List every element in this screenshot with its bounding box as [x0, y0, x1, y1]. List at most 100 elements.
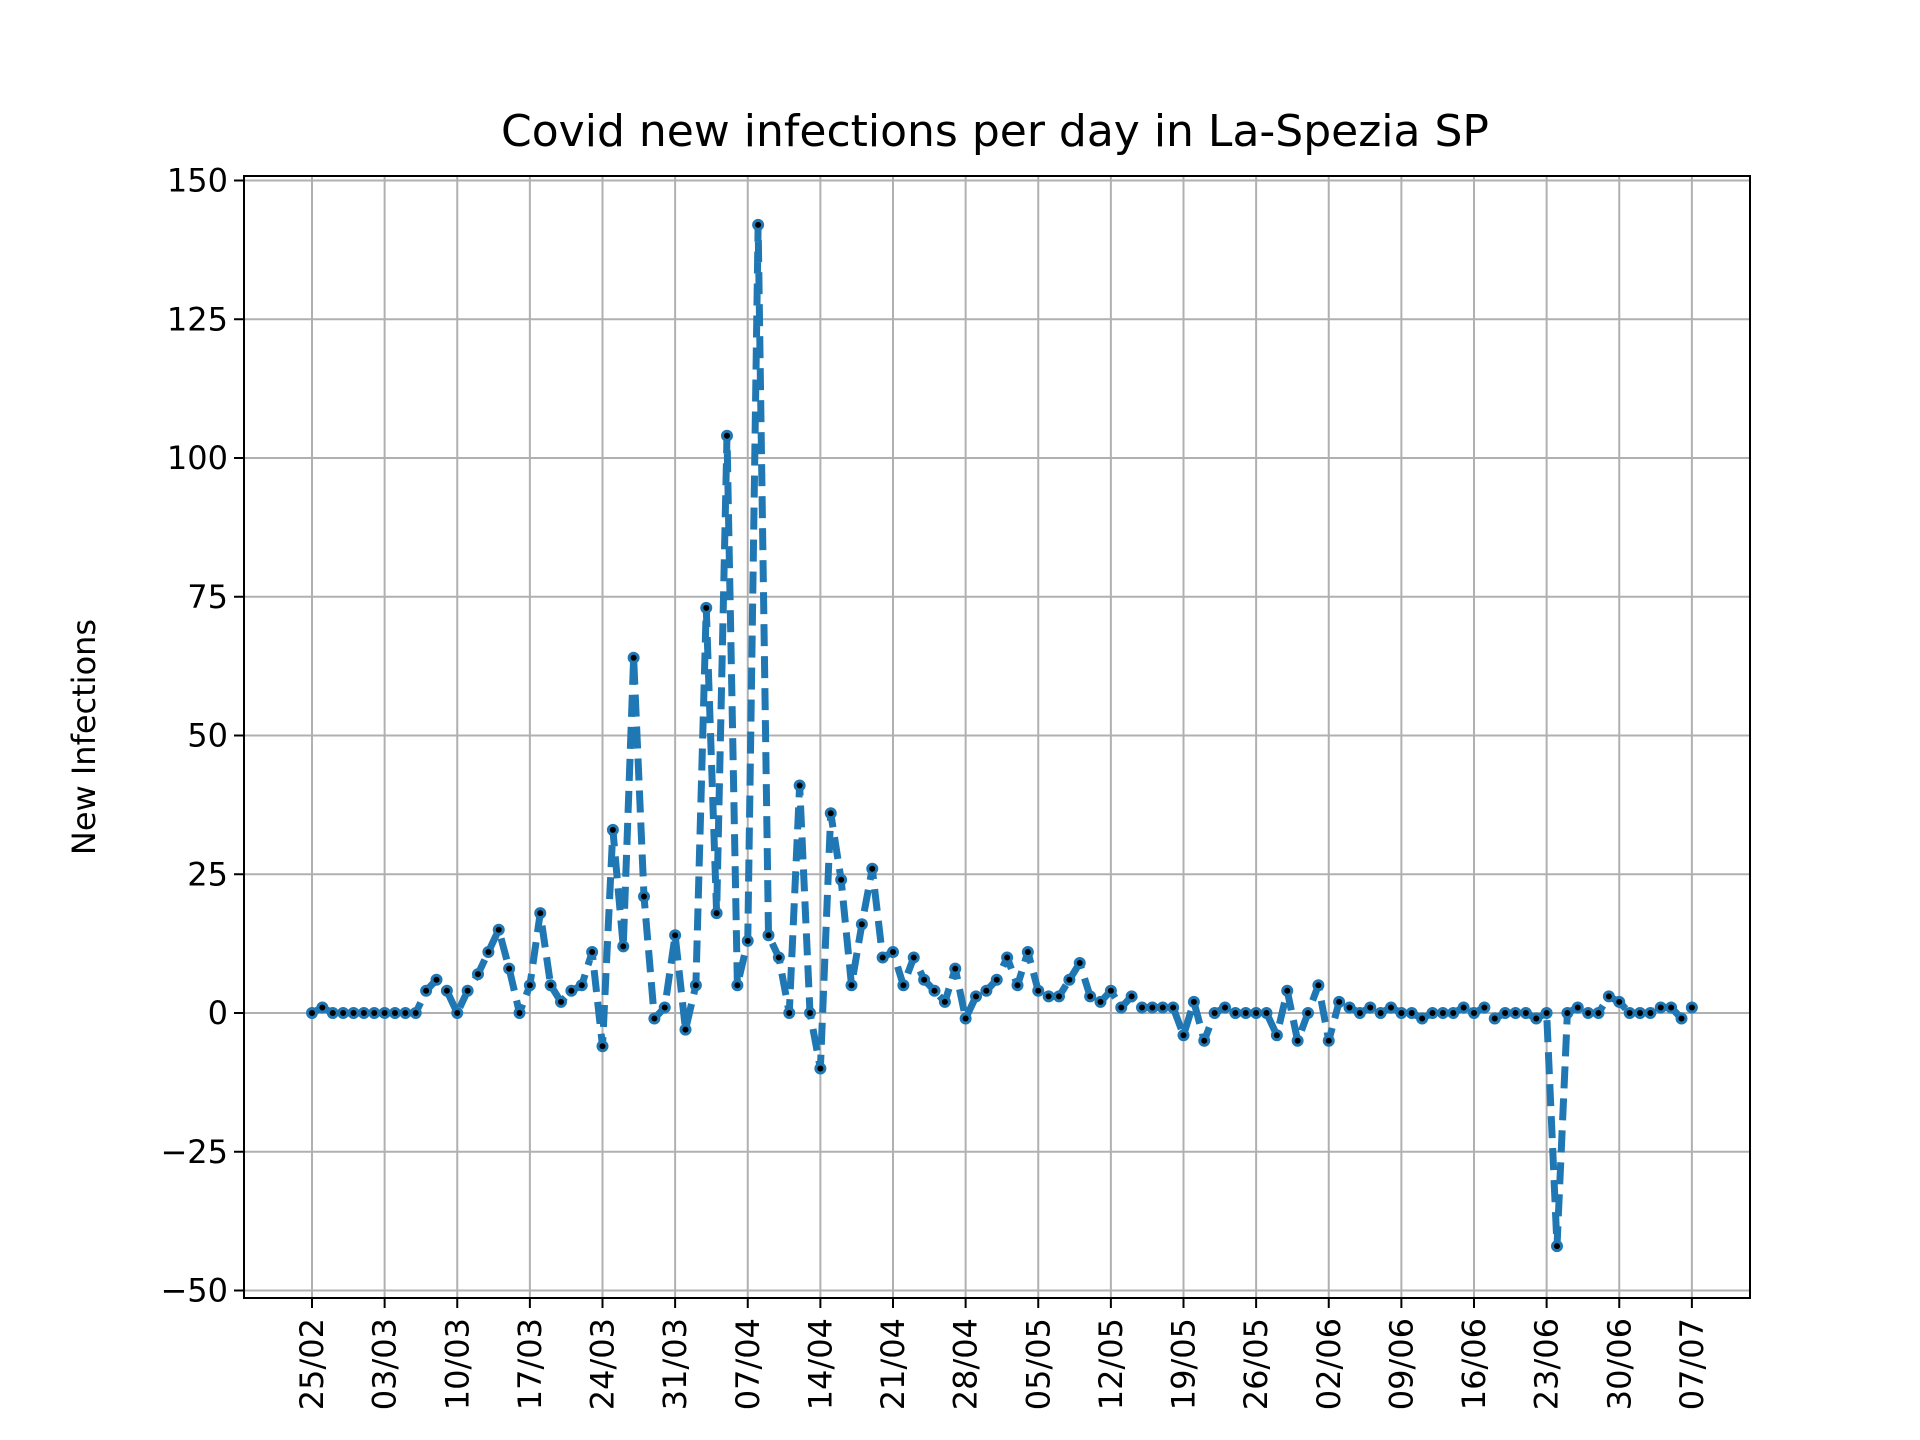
data-point	[1198, 1034, 1211, 1047]
data-point	[731, 979, 744, 992]
data-point	[461, 984, 474, 997]
data-point	[897, 979, 910, 992]
data-point	[1665, 1001, 1678, 1014]
data-point	[586, 945, 599, 958]
data-point	[1322, 1034, 1335, 1047]
data-point	[1104, 984, 1117, 997]
x-tick-label: 21/04	[874, 1318, 912, 1410]
data-point	[1582, 1007, 1595, 1019]
data-point	[1167, 1001, 1180, 1014]
x-tick-label: 26/05	[1237, 1318, 1275, 1410]
data-point	[523, 979, 536, 992]
data-point	[762, 929, 775, 942]
x-tick-label: 09/06	[1382, 1318, 1420, 1410]
data-point	[1353, 1007, 1366, 1019]
x-tick-label: 19/05	[1165, 1318, 1203, 1410]
data-point	[1270, 1029, 1283, 1042]
data-point	[1385, 1001, 1397, 1014]
data-point	[928, 984, 941, 997]
data-point	[1001, 951, 1014, 964]
data-point	[1219, 1001, 1231, 1014]
data-point	[1073, 957, 1086, 970]
data-point	[378, 1007, 391, 1019]
data-point	[1519, 1007, 1532, 1019]
data-point	[1468, 1007, 1480, 1019]
axis-ticks: 150 125 100 75 50 25 0 −25 −50 25/02 03/03 10/03 17/…	[160, 162, 1710, 1411]
data-point	[1685, 1001, 1698, 1014]
data-point	[1011, 979, 1024, 992]
data-point	[1042, 990, 1055, 1003]
data-point	[409, 1007, 422, 1019]
data-point	[1302, 1007, 1314, 1019]
data-point	[824, 807, 837, 820]
data-point	[638, 890, 650, 903]
data-point	[907, 951, 920, 964]
data-point	[1499, 1007, 1512, 1019]
data-point	[420, 984, 433, 997]
data-point	[741, 934, 754, 947]
data-point	[1208, 1007, 1221, 1019]
data-point	[544, 979, 557, 992]
data-point	[1187, 995, 1200, 1008]
data-point	[949, 962, 962, 975]
data-point	[482, 945, 495, 958]
data-point	[1115, 1001, 1128, 1014]
data-point	[513, 1007, 526, 1019]
data-point	[648, 1012, 661, 1025]
data-point	[669, 929, 682, 942]
data-point	[430, 973, 443, 986]
data-point	[1032, 984, 1045, 997]
y-tick-label: 100	[167, 439, 228, 477]
data-point	[1146, 1001, 1159, 1014]
data-point	[1634, 1007, 1646, 1019]
data-point	[1561, 1007, 1574, 1019]
x-tick-label: 25/02	[293, 1318, 331, 1410]
data-point	[1540, 1007, 1553, 1019]
data-point	[1447, 1007, 1460, 1019]
data-point	[772, 951, 785, 964]
data-point	[306, 1007, 318, 1019]
data-point	[399, 1007, 412, 1019]
data-point	[658, 1001, 671, 1014]
x-tick-label: 30/06	[1600, 1318, 1638, 1410]
data-point	[347, 1007, 360, 1019]
series-line	[310, 221, 1695, 1250]
x-tick-label: 07/07	[1673, 1318, 1711, 1410]
data-point	[1551, 1240, 1563, 1253]
data-point	[918, 973, 931, 986]
data-point	[804, 1007, 816, 1019]
data-point	[814, 1062, 827, 1075]
x-tick-label: 12/05	[1092, 1318, 1130, 1410]
data-point	[1250, 1007, 1263, 1019]
x-tick-label: 23/06	[1528, 1318, 1566, 1410]
data-point	[1654, 1001, 1667, 1014]
data-point	[1644, 1007, 1657, 1019]
data-point	[783, 1007, 796, 1019]
y-tick-label: −50	[160, 1272, 228, 1310]
data-point	[1364, 1001, 1377, 1014]
data-point	[752, 218, 765, 231]
y-tick-label: 125	[167, 300, 228, 338]
data-point	[503, 962, 516, 975]
data-point	[1530, 1012, 1543, 1025]
data-point	[710, 907, 723, 920]
data-point	[835, 873, 848, 886]
x-tick-label: 17/03	[511, 1318, 549, 1410]
data-point	[1602, 990, 1615, 1003]
data-point	[440, 984, 453, 997]
data-point	[721, 429, 733, 442]
x-tick-label: 10/03	[438, 1318, 476, 1410]
data-point	[855, 918, 868, 931]
data-point	[1426, 1007, 1439, 1019]
data-point	[492, 923, 505, 936]
series	[306, 218, 1698, 1253]
data-point	[1063, 973, 1076, 986]
data-point	[1084, 990, 1097, 1003]
data-point	[1156, 1001, 1169, 1014]
x-tick-label: 16/06	[1455, 1318, 1493, 1410]
data-point	[337, 1007, 350, 1019]
data-point	[389, 1007, 401, 1019]
data-point	[1343, 1001, 1356, 1014]
data-point	[1094, 995, 1107, 1008]
data-point	[970, 990, 982, 1003]
